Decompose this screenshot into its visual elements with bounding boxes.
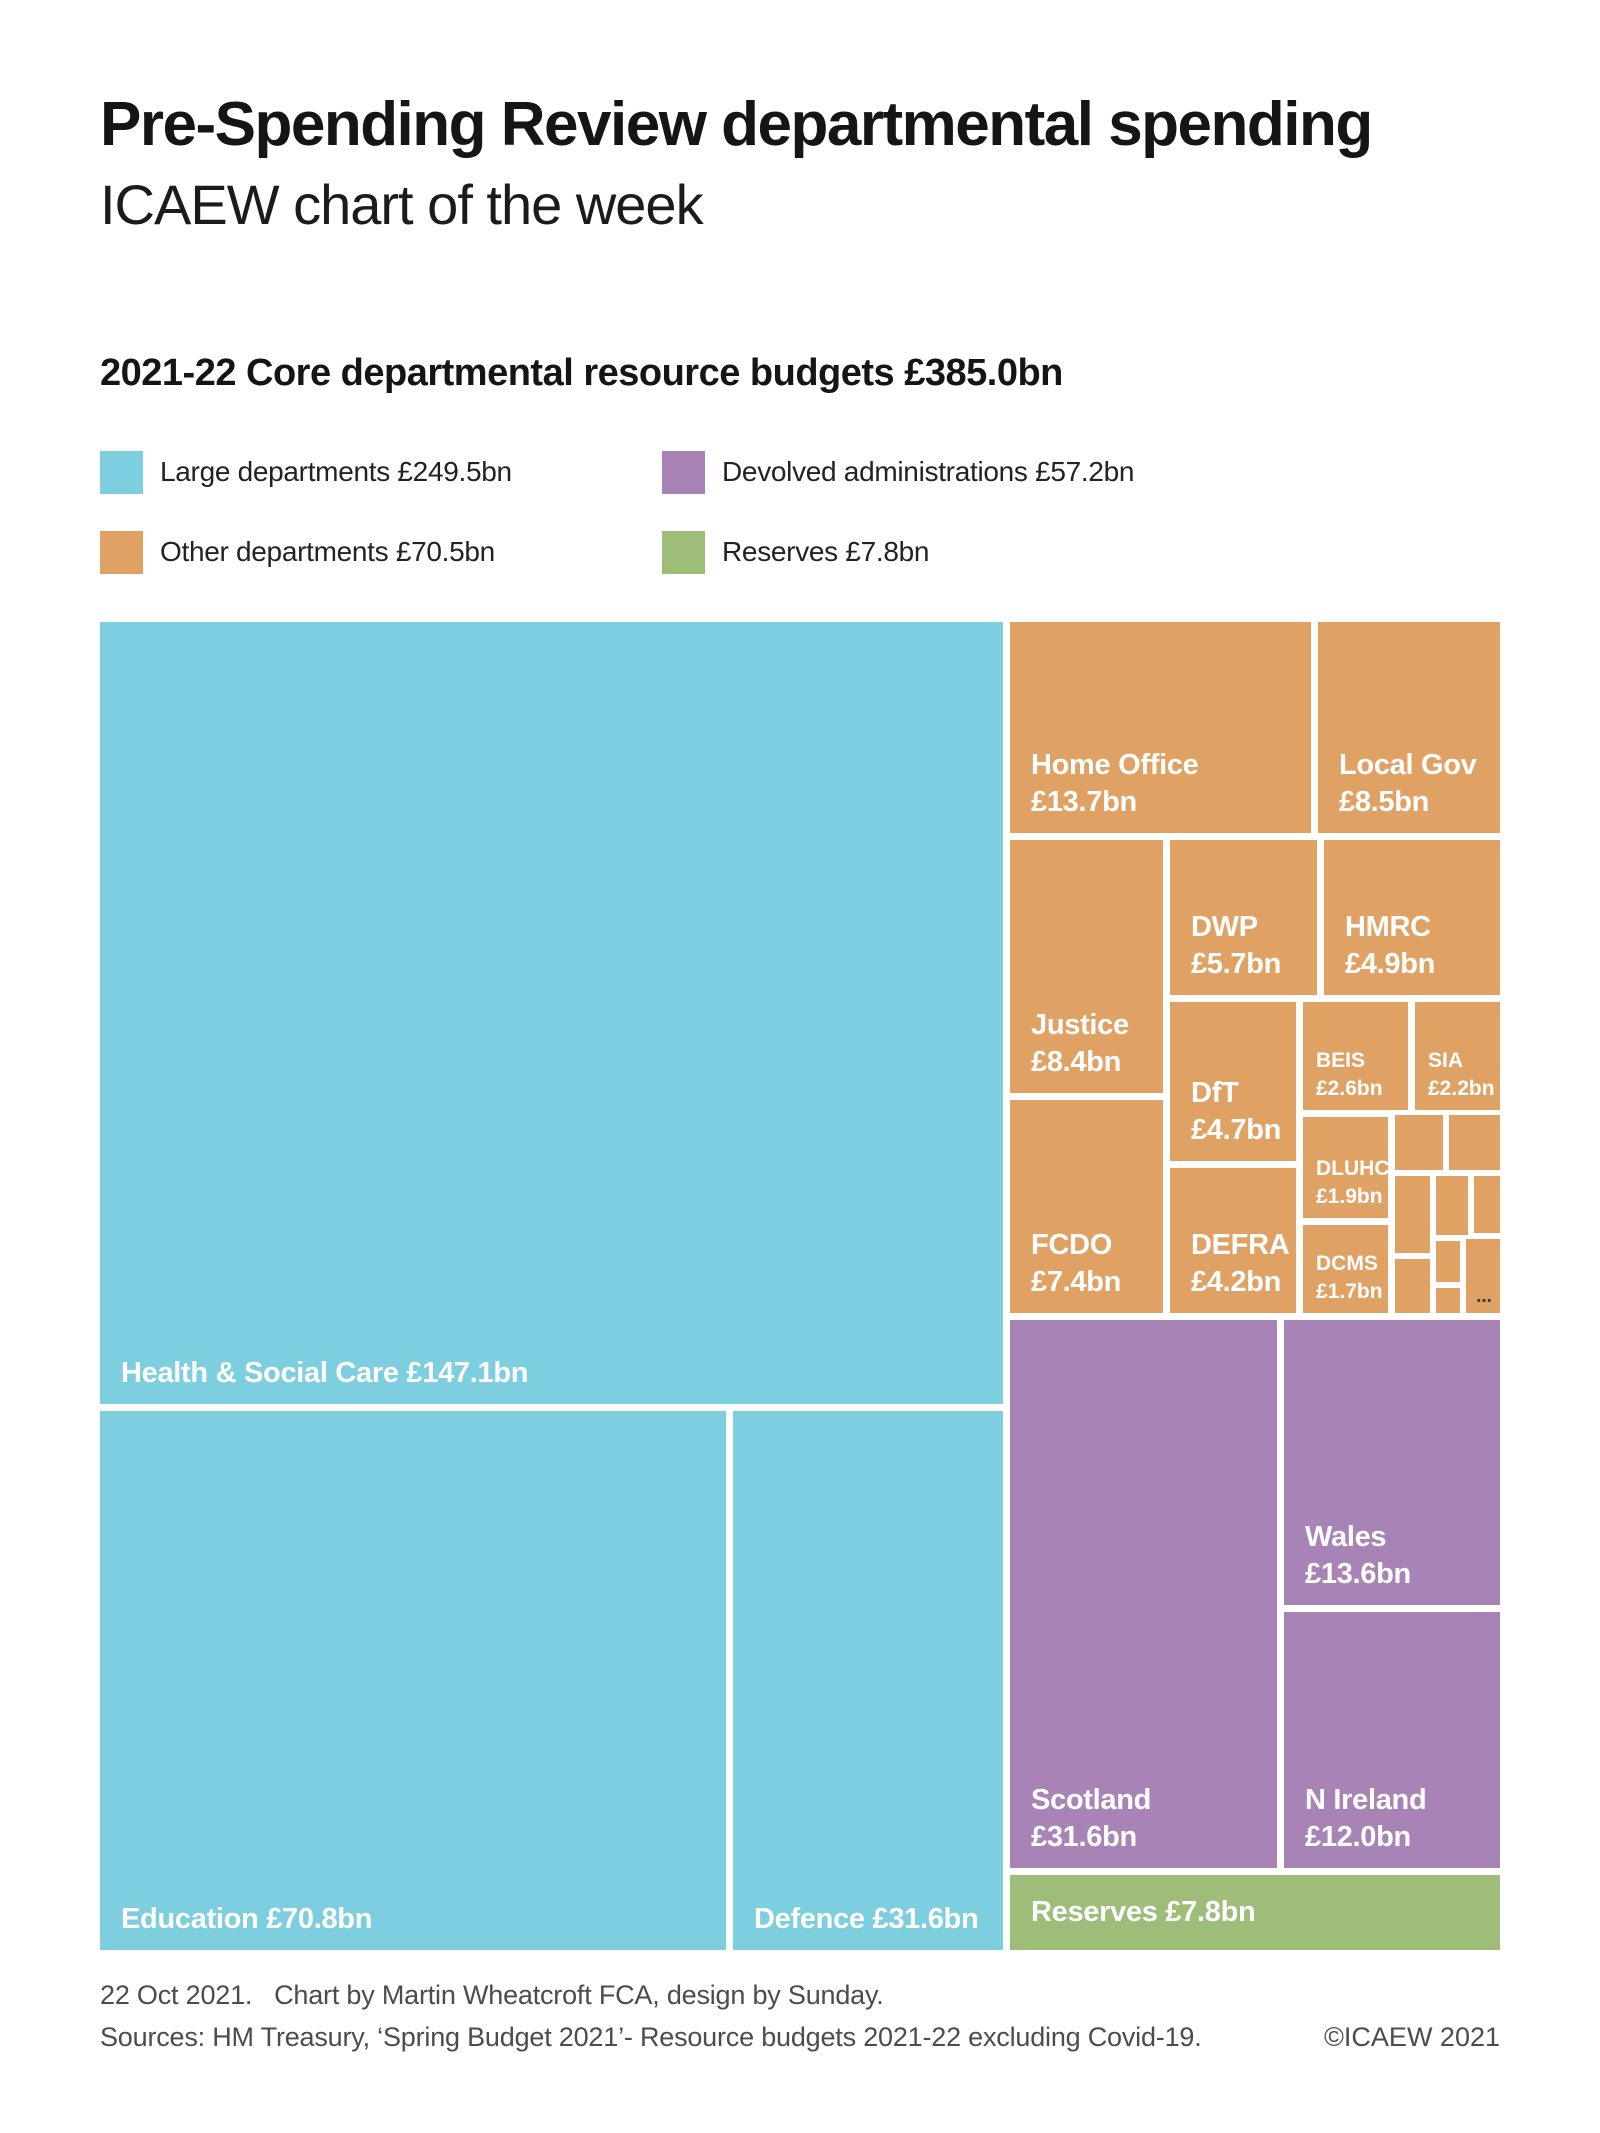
- treemap-label-education: Education £70.8bn: [121, 1903, 373, 1936]
- treemap-label-dcms: DCMS £1.7bn: [1316, 1252, 1383, 1303]
- treemap-box-justice: Justice £8.4bn: [1010, 840, 1163, 1093]
- treemap-label-wales: Wales £13.6bn: [1305, 1520, 1411, 1591]
- treemap-chart: Health & Social Care £147.1bn Education £…: [100, 622, 1500, 1950]
- treemap-box-reserves: Reserves £7.8bn: [1010, 1875, 1500, 1950]
- treemap-box-wales: Wales £13.6bn: [1284, 1320, 1500, 1605]
- treemap-box-defence: Defence £31.6bn: [733, 1411, 1003, 1950]
- treemap-label-dluhc: DLUHC £1.9bn: [1316, 1157, 1390, 1208]
- page-subtitle: ICAEW chart of the week: [100, 173, 704, 236]
- treemap-label-dft: DfT £4.7bn: [1191, 1076, 1282, 1147]
- legend-label: Reserves £7.8bn: [722, 536, 930, 567]
- treemap-box-beis: BEIS £2.6bn: [1303, 1002, 1408, 1110]
- legend-swatch-icon: [100, 450, 143, 494]
- treemap-label-beis: BEIS £2.6bn: [1316, 1049, 1383, 1100]
- treemap-label-reserves: Reserves £7.8bn: [1031, 1895, 1256, 1928]
- treemap-box-u7: [1436, 1241, 1460, 1282]
- legend-swatch-icon: [662, 450, 705, 494]
- treemap-box-scotland: Scotland £31.6bn: [1010, 1320, 1277, 1868]
- treemap-box-education: Education £70.8bn: [100, 1411, 726, 1950]
- treemap-box-dft: DfT £4.7bn: [1170, 1002, 1296, 1161]
- treemap-box-dluhc: DLUHC £1.9bn: [1303, 1117, 1390, 1218]
- chart-heading: 2021-22 Core departmental resource budge…: [100, 352, 1063, 394]
- treemap-box-defra: DEFRA £4.2bn: [1170, 1168, 1296, 1313]
- treemap-label-hmrc: HMRC £4.9bn: [1345, 910, 1436, 981]
- treemap-box-sia: SIA £2.2bn: [1415, 1002, 1500, 1110]
- treemap-box-hmrc: HMRC £4.9bn: [1324, 840, 1500, 995]
- legend-swatch-icon: [662, 530, 705, 574]
- legend-item: Large departments £249.5bn: [100, 450, 512, 494]
- page-title: Pre-Spending Review departmental spendin…: [100, 90, 1373, 159]
- legend-item: Other departments £70.5bn: [100, 530, 495, 574]
- treemap-box-u3: [1395, 1176, 1430, 1253]
- treemap-label-nireland: N Ireland £12.0bn: [1305, 1783, 1427, 1854]
- legend-label: Large departments £249.5bn: [160, 456, 512, 487]
- treemap-box-dwp: DWP £5.7bn: [1170, 840, 1317, 995]
- treemap-box-u2: [1449, 1115, 1500, 1170]
- treemap-label-health: Health & Social Care £147.1bn: [121, 1357, 529, 1390]
- treemap-label-other_small: ...: [1476, 1285, 1492, 1307]
- treemap-label-local_gov: Local Gov £8.5bn: [1339, 748, 1477, 819]
- treemap-box-u6: [1395, 1259, 1430, 1313]
- treemap-box-u4: [1436, 1176, 1468, 1235]
- chart-legend: Large departments £249.5bn Devolved admin…: [100, 450, 1500, 580]
- treemap-box-local_gov: Local Gov £8.5bn: [1318, 622, 1500, 833]
- treemap-label-defence: Defence £31.6bn: [754, 1903, 979, 1936]
- treemap-box-nireland: N Ireland £12.0bn: [1284, 1612, 1500, 1868]
- treemap-label-scotland: Scotland £31.6bn: [1031, 1783, 1152, 1854]
- treemap-box-fcdo: FCDO £7.4bn: [1010, 1100, 1163, 1313]
- footer-sources: Sources: HM Treasury, ‘Spring Budget 202…: [100, 2022, 1202, 2052]
- treemap-box-u1: [1395, 1115, 1443, 1170]
- treemap-label-dwp: DWP £5.7bn: [1191, 910, 1282, 981]
- footer-credit: 22 Oct 2021. Chart by Martin Wheatcroft …: [100, 1980, 884, 2010]
- treemap-label-fcdo: FCDO £7.4bn: [1031, 1228, 1122, 1299]
- treemap-box-other_small: ...: [1466, 1239, 1500, 1313]
- legend-label: Other departments £70.5bn: [160, 536, 495, 567]
- legend-swatch-icon: [100, 530, 143, 574]
- treemap-label-defra: DEFRA £4.2bn: [1191, 1228, 1290, 1299]
- treemap-box-health: Health & Social Care £147.1bn: [100, 622, 1003, 1404]
- footer-copyright: ©ICAEW 2021: [1324, 2022, 1500, 2052]
- treemap-box-u5: [1474, 1176, 1500, 1233]
- treemap-box-home_office: Home Office £13.7bn: [1010, 622, 1311, 833]
- legend-item: Reserves £7.8bn: [662, 530, 929, 574]
- treemap-box-u9: [1436, 1288, 1460, 1313]
- treemap-label-home_office: Home Office £13.7bn: [1031, 748, 1199, 819]
- legend-item: Devolved administrations £57.2bn: [662, 450, 1135, 494]
- treemap-label-justice: Justice £8.4bn: [1031, 1008, 1129, 1079]
- treemap-label-sia: SIA £2.2bn: [1428, 1049, 1495, 1100]
- legend-label: Devolved administrations £57.2bn: [722, 456, 1135, 487]
- treemap-box-dcms: DCMS £1.7bn: [1303, 1225, 1388, 1313]
